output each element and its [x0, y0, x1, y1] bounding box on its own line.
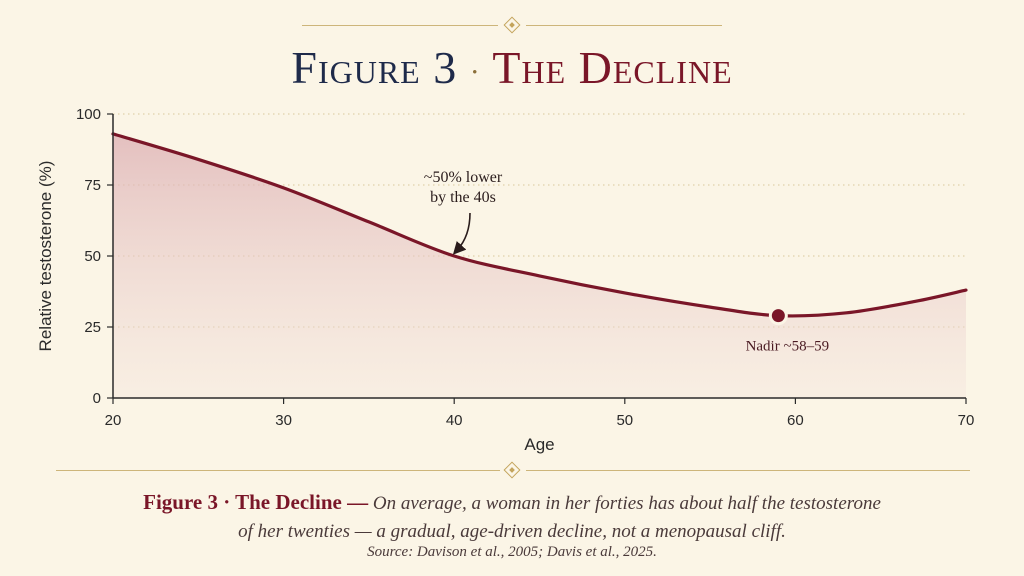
- y-tick-label: 0: [93, 390, 101, 407]
- figure-title-number: Figure 3: [291, 42, 458, 93]
- chart: 20 30 40 50 60 70 0 25 50 75 100 Age Relative test…: [36, 106, 974, 454]
- series-line: [111, 132, 968, 318]
- figure-title-name: The Decline: [492, 42, 733, 93]
- bottom-ornament-rule-left: [56, 470, 500, 471]
- x-tick-label: 30: [275, 412, 292, 429]
- y-tick-label: 25: [84, 319, 101, 336]
- y-axis-label: Relative testosterone (%): [36, 161, 55, 352]
- figure-title: Figure 3 · The Decline: [0, 38, 1024, 102]
- source-citation: Source: Davison et al., 2005; Davis et a…: [367, 544, 657, 560]
- annotation-decline-text: ~50% lower: [424, 169, 503, 186]
- nadir-marker: [768, 306, 788, 326]
- x-axis-label: Age: [524, 435, 554, 454]
- y-tick-label: 100: [76, 106, 101, 123]
- top-ornament-rule-left: [302, 25, 498, 26]
- x-tick-label: 20: [105, 412, 122, 429]
- area-fill: [113, 133, 966, 398]
- annotation-arrow-icon: [452, 212, 471, 255]
- caption-text-line1: On average, a woman in her forties has a…: [372, 493, 881, 514]
- annotation-nadir-text: Nadir ~58–59: [746, 339, 830, 355]
- x-tick-label: 50: [616, 412, 633, 429]
- annotation-decline-text: by the 40s: [430, 189, 496, 206]
- x-tick-label: 60: [787, 412, 804, 429]
- y-tick-label: 50: [84, 248, 101, 265]
- figure-caption: Figure 3 · The Decline — On average, a w…: [40, 488, 984, 546]
- top-ornament-rule-right: [526, 25, 722, 26]
- caption-label: Figure 3 · The Decline —: [143, 490, 369, 514]
- x-tick-label: 40: [446, 412, 463, 429]
- figure-title-separator: ·: [469, 55, 481, 89]
- caption-text-line2: of her twenties — a gradual, age-driven …: [238, 521, 786, 542]
- y-tick-label: 75: [84, 177, 101, 194]
- x-tick-label: 70: [958, 412, 975, 429]
- axis-ticks: 20 30 40 50 60 70 0 25 50 75 100: [76, 106, 974, 429]
- bottom-ornament-rule-right: [526, 470, 970, 471]
- annotations: ~50% lower by the 40s Nadir ~58–59: [424, 169, 829, 355]
